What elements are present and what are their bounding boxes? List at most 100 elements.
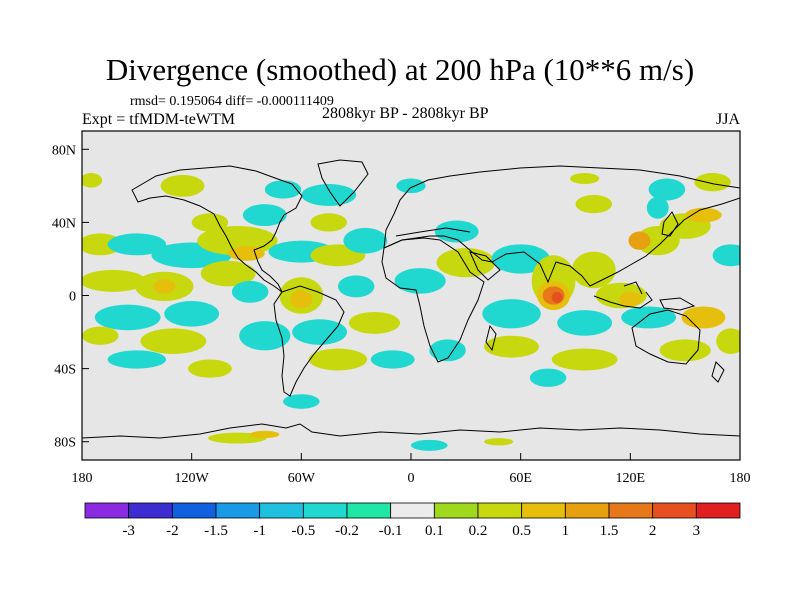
field-blob-24: [188, 359, 232, 378]
x-tick-label-5: 120E: [616, 471, 646, 486]
x-tick-label-2: 60W: [288, 471, 316, 486]
field-blob-11: [200, 260, 256, 287]
field-blob-59: [551, 348, 618, 371]
field-blob-1: [107, 233, 167, 256]
y-tick-label-4: 80S: [54, 436, 76, 451]
stats-label: rmsd= 0.195064 diff= -0.000111409: [130, 94, 334, 109]
field-blob-14: [290, 290, 313, 309]
field-blob-38: [310, 213, 348, 232]
colorbar-swatch-5: [302, 502, 348, 519]
field-layer: [82, 173, 740, 451]
field-blob-25: [308, 348, 368, 371]
field-blob-22: [348, 311, 401, 334]
y-tick-label-1: 40N: [52, 216, 76, 231]
colorbar-label-3: -1: [253, 523, 266, 539]
field-blob-12: [231, 280, 269, 303]
field-blob-7: [343, 227, 388, 254]
field-blob-27: [283, 394, 320, 409]
x-tick-label-6: 180: [730, 471, 751, 486]
colorbar-label-7: 0.1: [425, 523, 444, 539]
colorbar-swatch-0: [84, 502, 130, 519]
field-blob-63: [716, 328, 740, 354]
field-blob-8: [82, 269, 146, 292]
chart-title: Divergence (smoothed) at 200 hPa (10**6 …: [105, 52, 695, 87]
field-blob-55: [712, 244, 740, 267]
colorbar-swatch-10: [521, 502, 566, 519]
field-blob-39: [396, 178, 426, 194]
colorbar-label-9: 0.5: [512, 523, 531, 539]
colorbar-label-1: -2: [166, 523, 179, 539]
colorbar-swatch-11: [564, 502, 610, 519]
field-blob-16: [94, 304, 161, 331]
field-blob-34: [264, 180, 302, 199]
colorbar-label-11: 1.5: [600, 523, 619, 539]
colorbar-swatch-2: [171, 502, 217, 519]
colorbar-swatch-8: [433, 502, 479, 519]
x-tick-label-1: 120W: [175, 471, 210, 486]
field-blob-54: [685, 207, 722, 223]
field-blob-52: [628, 231, 651, 250]
field-blob-36: [191, 213, 229, 232]
field-blob-33: [160, 174, 205, 197]
colorbar-label-0: -3: [122, 523, 135, 539]
field-blob-17: [164, 300, 220, 327]
field-blob-15: [337, 275, 375, 298]
colorbar-swatch-13: [652, 502, 697, 519]
coastlines: [82, 159, 740, 439]
x-tick-label-0: 180: [72, 471, 93, 486]
colorbar-label-10: 1: [562, 523, 570, 539]
field-blob-69: [694, 173, 731, 192]
y-tick-label-2: 0: [69, 290, 76, 305]
field-blob-29: [250, 430, 280, 439]
field-blob-66: [575, 194, 613, 214]
field-blob-18: [82, 326, 119, 345]
field-blob-50: [619, 291, 642, 307]
y-tick-label-3: 40S: [54, 363, 76, 378]
field-blob-61: [659, 339, 711, 362]
field-blob-41: [436, 247, 496, 278]
field-blob-67: [648, 178, 686, 201]
colorbar-swatch-3: [215, 502, 261, 519]
period-label: 2808kyr BP - 2808kyr BP: [322, 105, 489, 122]
field-blob-58: [484, 335, 539, 358]
colorbar-swatch-1: [128, 502, 173, 519]
colorbar-label-13: 3: [693, 523, 701, 539]
colorbar-swatch-7: [390, 502, 435, 519]
field-blob-32: [82, 173, 103, 188]
colorbar-swatch-6: [346, 502, 392, 519]
field-blob-19: [140, 328, 207, 354]
field-blob-57: [482, 299, 541, 329]
colorbar-swatch-12: [608, 502, 654, 519]
colorbar-label-5: -0.2: [335, 523, 359, 539]
field-blob-43: [394, 268, 446, 294]
field-blob-35: [301, 184, 357, 206]
axis-ticks: 180 120W 60W 0 60E 120E 180 80N 40N 0 40S 80S: [52, 143, 751, 486]
field-blob-47: [551, 291, 563, 303]
x-tick-label-4: 60E: [509, 471, 532, 486]
season-label: JJA: [716, 111, 741, 128]
field-blob-70: [570, 173, 600, 185]
field-blob-23: [107, 350, 167, 369]
y-tick-label-0: 80N: [52, 143, 76, 158]
field-blob-42: [491, 244, 550, 274]
field-blob-65: [529, 368, 567, 387]
field-blob-37: [242, 204, 287, 227]
colorbar-swatch-9: [477, 502, 523, 519]
experiment-label: Expt = tfMDM-teWTM: [82, 111, 235, 128]
field-blob-56: [557, 310, 613, 336]
colorbar-label-6: -0.1: [379, 523, 403, 539]
field-blob-20: [239, 321, 291, 351]
x-tick-label-3: 0: [408, 471, 415, 486]
colorbar-label-4: -0.5: [291, 523, 315, 539]
field-blob-48: [571, 251, 616, 289]
colorbar-label-8: 0.2: [469, 523, 488, 539]
field-blob-21: [292, 319, 348, 345]
colorbar-swatch-4: [259, 502, 304, 519]
colorbar-label-12: 2: [649, 523, 657, 539]
field-blob-30: [411, 439, 448, 451]
colorbar-label-2: -1.5: [204, 523, 228, 539]
field-blob-10: [153, 279, 176, 294]
colorbar-swatch-14: [695, 502, 741, 519]
field-blob-31: [484, 438, 514, 446]
